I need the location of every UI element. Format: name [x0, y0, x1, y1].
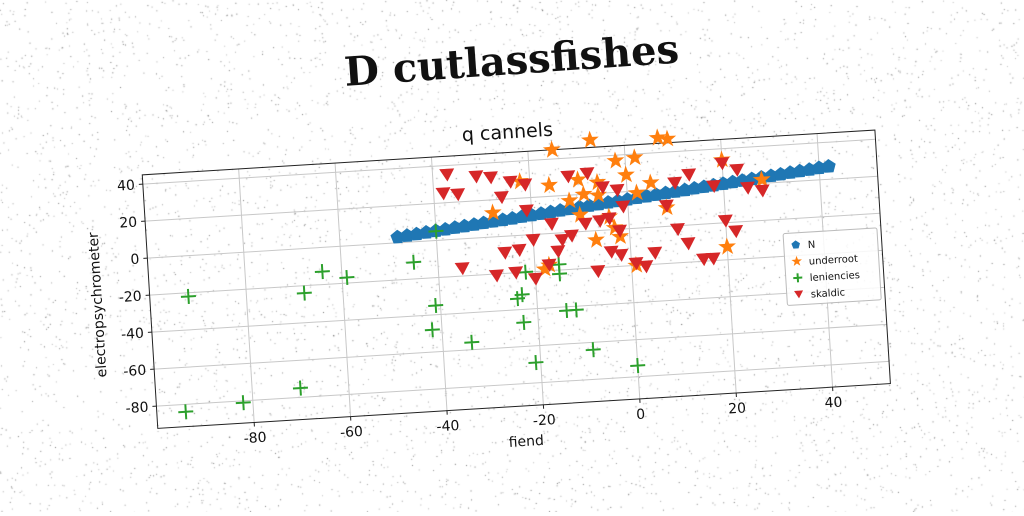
leniencies-point	[293, 380, 309, 396]
skaldic-point	[590, 265, 606, 279]
skaldic-point	[609, 184, 625, 198]
x-tick-label: 20	[728, 400, 747, 417]
x-tick-label: -60	[340, 424, 364, 441]
leniencies-point	[464, 334, 480, 350]
underroot-point	[581, 130, 600, 148]
underroot-point	[658, 129, 677, 147]
gridline-y	[154, 324, 887, 369]
x-tick-label: 0	[636, 407, 646, 424]
leniencies-point	[568, 302, 584, 318]
skaldic-point	[755, 184, 771, 198]
skaldic-point	[560, 170, 576, 184]
x-tick-label: -80	[243, 430, 267, 447]
leniencies-point	[235, 395, 251, 411]
skaldic-point	[544, 218, 560, 232]
y-tick-label: 0	[130, 252, 140, 269]
gridline-y	[156, 361, 889, 406]
y-tick-label: -20	[118, 289, 142, 306]
leniencies-point	[178, 404, 194, 420]
x-tick-label: -20	[532, 412, 556, 429]
skaldic-point	[489, 269, 505, 283]
leniencies-point	[630, 358, 646, 374]
skaldic-point	[512, 244, 528, 258]
skaldic-point	[680, 237, 696, 251]
leniencies-point	[406, 254, 422, 270]
x-tick-label: -40	[436, 418, 460, 435]
y-tick-label: -40	[121, 326, 145, 343]
underroot-point	[625, 148, 644, 166]
skaldic-point	[638, 260, 654, 274]
skaldic-point	[647, 247, 663, 261]
leniencies-point	[514, 287, 530, 303]
skaldic-point	[483, 171, 499, 185]
skaldic-point	[525, 234, 541, 248]
data-points	[163, 116, 849, 420]
gridline-x	[239, 169, 255, 423]
leniencies-point	[585, 342, 601, 358]
y-axis-label: electropsychrometer	[86, 231, 111, 377]
skaldic-point	[468, 170, 484, 184]
y-tick-label: 40	[117, 178, 136, 195]
skaldic-point	[714, 157, 730, 171]
skaldic-point	[455, 262, 471, 276]
legend-label-skaldic: skaldic	[811, 287, 846, 300]
underroot-point	[587, 230, 606, 248]
underroot-point	[606, 151, 625, 169]
leniencies-point	[424, 322, 440, 338]
underroot-point	[540, 175, 559, 193]
skaldic-point	[681, 168, 697, 182]
leniencies-point	[314, 264, 330, 280]
gridline-x	[335, 163, 351, 417]
skaldic-point	[706, 252, 722, 266]
skaldic-point	[550, 245, 566, 259]
skaldic-point	[494, 191, 510, 205]
skaldic-point	[439, 168, 455, 182]
skaldic-point	[740, 182, 756, 196]
skaldic-point	[728, 225, 744, 239]
skaldic-point	[578, 217, 594, 231]
leniencies-point	[180, 289, 196, 305]
y-tick-label: 20	[119, 215, 138, 232]
y-tick-label: -80	[125, 400, 149, 417]
legend-label-n: N	[807, 240, 815, 251]
chart-title: q cannels	[461, 119, 553, 147]
x-tick-label: 40	[824, 395, 843, 412]
skaldic-point	[613, 249, 629, 263]
skaldic-point	[450, 188, 466, 202]
underroot-point	[641, 173, 660, 191]
skaldic-point	[670, 223, 686, 237]
x-axis-label: fiend	[508, 433, 544, 451]
leniencies-point	[516, 314, 532, 330]
leniencies-point	[296, 285, 312, 301]
y-tick-label: -60	[123, 363, 147, 380]
skaldic-point	[497, 247, 513, 261]
chart-body: q cannels -80 -60 -40 -20 0 20 40 40 20 0 -20 -40 -…	[80, 99, 893, 476]
skaldic-point	[436, 187, 452, 201]
skaldic-point	[528, 273, 544, 287]
